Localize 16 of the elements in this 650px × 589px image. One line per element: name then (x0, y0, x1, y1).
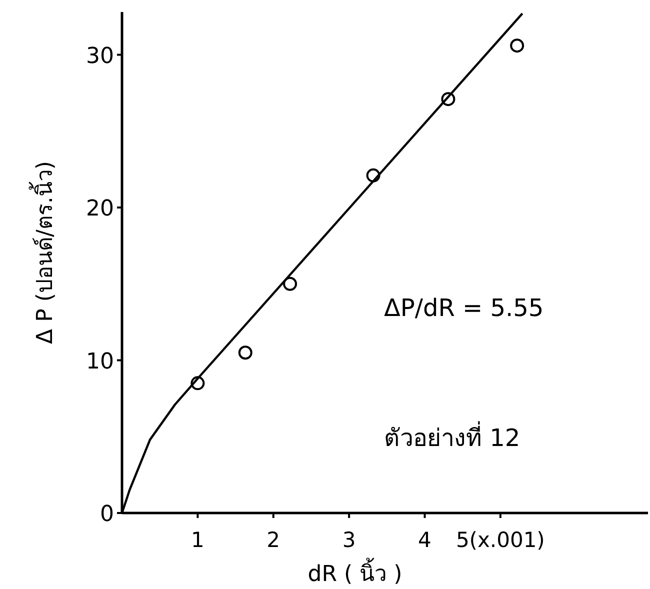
y-tick-label: 0 (100, 502, 114, 527)
x-tick-label: 4 (418, 528, 432, 552)
y-tick-label: 20 (86, 196, 114, 222)
x-tick-label: 2 (266, 528, 280, 552)
y-tick-label: 30 (86, 44, 114, 69)
x-tick-label: 5(x.001) (456, 528, 545, 552)
y-tick-label: 10 (86, 349, 114, 374)
point (510, 38, 524, 53)
annotation: ΔP/dR = 5.55 (384, 294, 544, 322)
x-tick-label: 3 (342, 528, 356, 552)
annotation: ตัวอย่างที่ 12 (384, 421, 520, 452)
x-axis-title: dR ( นิ้ว ) (308, 558, 402, 587)
point (238, 346, 252, 360)
point (283, 276, 298, 291)
x-tick-label: 1 (190, 528, 204, 552)
y-axis-title: Δ P (ปอนด์/ตร.นิ้ว) (29, 161, 58, 344)
